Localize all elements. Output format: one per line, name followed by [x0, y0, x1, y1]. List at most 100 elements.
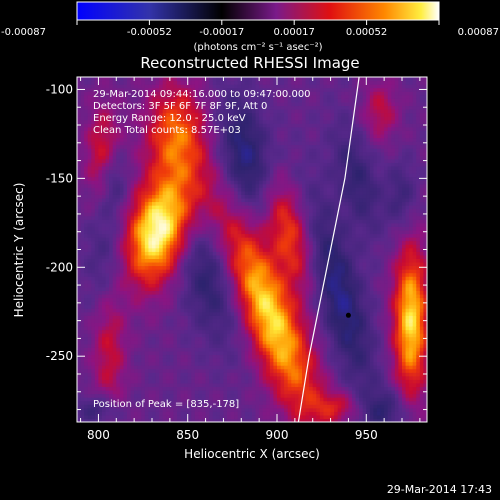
heatmap-cell [234, 407, 239, 412]
heatmap-cell [148, 173, 153, 178]
heatmap-cell [259, 393, 264, 398]
heatmap-cell [166, 219, 171, 224]
heatmap-cell [87, 123, 92, 128]
heatmap-cell [202, 141, 207, 146]
heatmap-cell [244, 258, 250, 263]
heatmap-cell [173, 137, 178, 142]
heatmap-cell [80, 183, 85, 188]
heatmap-cell [141, 123, 146, 128]
heatmap-cell [237, 98, 242, 103]
heatmap-cell [244, 219, 250, 224]
heatmap-cell [77, 365, 82, 370]
heatmap-cell [223, 308, 228, 313]
heatmap-cell [155, 297, 160, 302]
heatmap-cell [219, 98, 225, 103]
heatmap-cell [187, 98, 192, 103]
heatmap-cell [137, 389, 142, 395]
heatmap-cell [112, 162, 117, 167]
heatmap-cell [84, 333, 89, 338]
heatmap-cell [173, 276, 178, 281]
heatmap-cell [227, 311, 232, 316]
heatmap-cell [237, 180, 242, 185]
heatmap-cell [173, 336, 178, 341]
heatmap-cell [184, 336, 189, 341]
heatmap-cell [152, 98, 157, 103]
heatmap-cell [216, 329, 221, 334]
heatmap-cell [198, 318, 203, 324]
heatmap-cell [116, 389, 121, 395]
heatmap-cell [194, 290, 200, 295]
heatmap-cell [227, 151, 232, 156]
heatmap-cell [148, 272, 153, 277]
heatmap-cell [77, 343, 82, 348]
heatmap-cell [123, 226, 128, 231]
heatmap-cell [134, 400, 139, 405]
heatmap-cell [202, 155, 207, 160]
heatmap-cell [84, 112, 89, 117]
heatmap-cell [144, 123, 150, 128]
heatmap-cell [248, 205, 253, 210]
heatmap-cell [130, 347, 135, 352]
heatmap-cell [112, 123, 117, 128]
heatmap-cell [80, 400, 85, 405]
heatmap-cell [219, 411, 225, 416]
heatmap-cell [152, 130, 157, 135]
heatmap-cell [191, 190, 196, 195]
heatmap-cell [237, 333, 242, 338]
heatmap-cell [198, 389, 203, 395]
heatmap-cell [244, 190, 250, 195]
heatmap-cell [212, 233, 217, 238]
heatmap-cell [194, 155, 200, 160]
heatmap-cell [130, 105, 135, 110]
heatmap-cell [84, 201, 89, 206]
heatmap-cell [219, 368, 225, 373]
heatmap-cell [152, 343, 157, 348]
heatmap-cell [127, 183, 132, 188]
heatmap-cell [137, 251, 142, 256]
heatmap-cell [212, 87, 217, 92]
heatmap-cell [123, 365, 128, 370]
heatmap-cell [180, 393, 185, 398]
heatmap-cell [205, 397, 210, 402]
heatmap-cell [223, 265, 228, 270]
heatmap-cell [194, 340, 200, 345]
heatmap-cell [230, 229, 235, 235]
heatmap-cell [184, 340, 189, 345]
heatmap-cell [234, 393, 239, 398]
heatmap-cell [112, 87, 117, 92]
heatmap-cell [144, 165, 150, 171]
heatmap-cell [187, 212, 192, 217]
heatmap-cell [116, 87, 121, 92]
heatmap-cell [212, 414, 217, 420]
heatmap-cell [159, 304, 164, 309]
heatmap-cell [209, 176, 214, 181]
heatmap-cell [148, 119, 153, 124]
heatmap-cell [166, 308, 171, 313]
heatmap-cell [109, 368, 114, 373]
heatmap-cell [144, 325, 150, 331]
heatmap-cell [77, 322, 82, 327]
heatmap-cell [223, 190, 228, 195]
heatmap-cell [194, 389, 200, 395]
heatmap-cell [202, 386, 207, 391]
heatmap-cell [252, 91, 257, 96]
heatmap-cell [252, 336, 257, 341]
heatmap-cell [252, 233, 257, 238]
heatmap-cell [191, 265, 196, 270]
heatmap-cell [159, 151, 164, 156]
heatmap-cell [194, 404, 200, 409]
heatmap-cell [248, 354, 253, 359]
heatmap-cell [212, 269, 217, 274]
heatmap-cell [244, 208, 250, 213]
heatmap-cell [255, 141, 260, 146]
heatmap-cell [98, 183, 103, 188]
heatmap-cell [144, 261, 150, 267]
heatmap-cell [198, 361, 203, 366]
heatmap-cell [212, 407, 217, 412]
heatmap-cell [194, 91, 200, 96]
heatmap-cell [148, 283, 153, 288]
heatmap-cell [180, 414, 185, 420]
heatmap-cell [87, 258, 92, 263]
heatmap-cell [144, 116, 150, 121]
heatmap-cell [119, 137, 125, 142]
